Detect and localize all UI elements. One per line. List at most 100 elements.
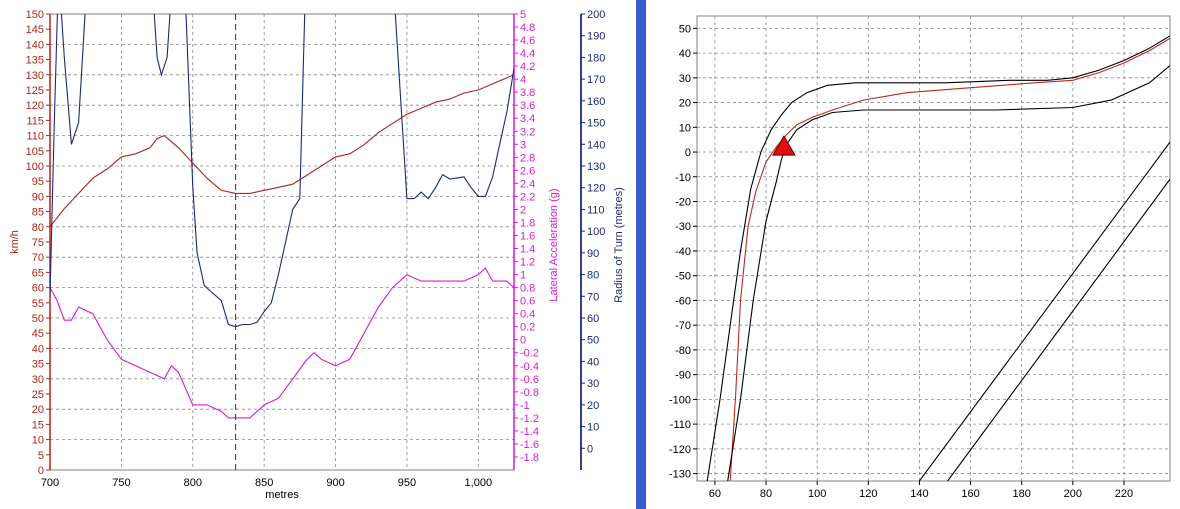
radius-tick-label: 190 xyxy=(587,31,605,43)
speed-axis-title: km/h xyxy=(9,230,21,254)
radius-tick-label: 0 xyxy=(587,443,593,455)
map-x-tick-label: 100 xyxy=(808,488,826,500)
map-x-tick-label: 60 xyxy=(709,488,721,500)
x-tick-label: 700 xyxy=(41,477,59,489)
map-y-tick-label: -30 xyxy=(675,221,691,233)
lateral-tick-label: 4.4 xyxy=(520,48,535,60)
lateral-tick-label: 3.4 xyxy=(520,113,535,125)
radius-tick-label: 90 xyxy=(587,248,599,260)
lateral-tick-label: 3.8 xyxy=(520,87,535,99)
lateral-tick-label: 0.4 xyxy=(520,309,535,321)
lateral-series-line xyxy=(50,267,514,419)
radius-tick-label: 170 xyxy=(587,74,605,86)
speed-tick-label: 120 xyxy=(26,100,44,112)
x-tick-label: 950 xyxy=(398,477,416,489)
map-x-tick-label: 200 xyxy=(1064,488,1082,500)
map-x-tick-label: 140 xyxy=(910,488,928,500)
track-straight-lower-line xyxy=(947,178,1170,481)
track-straight-upper-line xyxy=(918,141,1170,481)
radius-tick-label: 70 xyxy=(587,291,599,303)
radius-tick-label: 200 xyxy=(587,9,605,21)
radius-tick-label: 120 xyxy=(587,183,605,195)
telemetry-chart[interactable]: 700 750 800 850 900 950 1,00005101520253035404… xyxy=(9,0,625,501)
speed-tick-label: 95 xyxy=(32,176,44,188)
racing-line-line xyxy=(729,37,1170,481)
lateral-tick-label: 2.2 xyxy=(520,191,535,203)
x-tick-label: 1,000 xyxy=(465,477,493,489)
map-y-tick-label: -40 xyxy=(675,246,691,258)
speed-tick-label: 0 xyxy=(38,465,44,477)
car-position-marker xyxy=(772,135,796,156)
lateral-tick-label: 5 xyxy=(520,9,526,21)
lateral-tick-label: 2.8 xyxy=(520,152,535,164)
lateral-tick-label: 4.6 xyxy=(520,35,535,47)
lateral-tick-label: -0.8 xyxy=(520,387,539,399)
lateral-tick-label: 3.6 xyxy=(520,100,535,112)
x-axis-title: metres xyxy=(265,489,299,501)
map-frame xyxy=(696,15,1171,482)
lateral-tick-label: 4.8 xyxy=(520,22,535,34)
panel-divider[interactable] xyxy=(636,0,646,509)
speed-tick-label: 40 xyxy=(32,343,44,355)
radius-tick-label: 80 xyxy=(587,270,599,282)
radius-tick-label: 130 xyxy=(587,161,605,173)
x-tick-label: 850 xyxy=(255,477,273,489)
speed-tick-label: 50 xyxy=(32,313,44,325)
speed-tick-label: 135 xyxy=(26,55,44,67)
lateral-tick-label: -1.4 xyxy=(520,426,539,438)
lateral-tick-label: 3.2 xyxy=(520,126,535,138)
map-y-tick-label: -80 xyxy=(675,345,691,357)
lateral-tick-label: -1.2 xyxy=(520,413,539,425)
map-y-tick-label: -120 xyxy=(669,444,691,456)
track-map-chart[interactable]: 60 80 100 120 140 160 180 200 22050403020100-10-… xyxy=(669,15,1171,500)
lateral-tick-label: -1.6 xyxy=(520,439,539,451)
map-y-tick-label: -50 xyxy=(675,271,691,283)
lateral-tick-label: -0.4 xyxy=(520,361,539,373)
speed-tick-label: 115 xyxy=(26,115,44,127)
map-y-tick-label: 40 xyxy=(679,48,691,60)
lateral-axis-title: Lateral Acceleration (g) xyxy=(548,188,560,301)
radius-tick-label: 10 xyxy=(587,422,599,434)
lateral-tick-label: 1 xyxy=(520,270,526,282)
map-x-tick-label: 180 xyxy=(1013,488,1031,500)
track-edge-outer-line xyxy=(706,35,1170,481)
map-y-tick-label: 30 xyxy=(679,73,691,85)
map-y-tick-label: 20 xyxy=(679,98,691,110)
speed-tick-label: 30 xyxy=(32,374,44,386)
speed-tick-label: 5 xyxy=(38,450,44,462)
lateral-tick-label: -1 xyxy=(520,400,530,412)
speed-tick-label: 90 xyxy=(32,191,44,203)
map-y-tick-label: 0 xyxy=(685,147,691,159)
lateral-tick-label: 2.4 xyxy=(520,178,535,190)
map-x-tick-label: 220 xyxy=(1115,488,1133,500)
track-edge-inner-line xyxy=(727,65,1170,481)
map-x-tick-label: 80 xyxy=(760,488,772,500)
radius-tick-label: 140 xyxy=(587,139,605,151)
map-y-tick-label: -130 xyxy=(669,469,691,481)
lateral-tick-label: -0.6 xyxy=(520,374,539,386)
map-x-tick-label: 160 xyxy=(961,488,979,500)
lateral-tick-label: 4.2 xyxy=(520,61,535,73)
speed-tick-label: 75 xyxy=(32,237,44,249)
lateral-tick-label: -1.8 xyxy=(520,452,539,464)
speed-tick-label: 100 xyxy=(26,161,44,173)
lateral-tick-label: 4 xyxy=(520,74,526,86)
speed-tick-label: 25 xyxy=(32,389,44,401)
lateral-tick-label: 3 xyxy=(520,139,526,151)
lateral-tick-label: 1.4 xyxy=(520,244,535,256)
lateral-tick-label: 2 xyxy=(520,204,526,216)
speed-tick-label: 140 xyxy=(26,39,44,51)
speed-tick-label: 70 xyxy=(32,252,44,264)
lateral-tick-label: 1.2 xyxy=(520,257,535,269)
speed-series-line xyxy=(50,74,514,228)
speed-tick-label: 80 xyxy=(32,222,44,234)
speed-tick-label: 150 xyxy=(26,9,44,21)
speed-tick-label: 55 xyxy=(32,298,44,310)
speed-tick-label: 15 xyxy=(32,419,44,431)
lateral-tick-label: 1.8 xyxy=(520,217,535,229)
speed-tick-label: 110 xyxy=(26,131,44,143)
speed-tick-label: 65 xyxy=(32,267,44,279)
speed-tick-label: 20 xyxy=(32,404,44,416)
lateral-tick-label: 0 xyxy=(520,335,526,347)
